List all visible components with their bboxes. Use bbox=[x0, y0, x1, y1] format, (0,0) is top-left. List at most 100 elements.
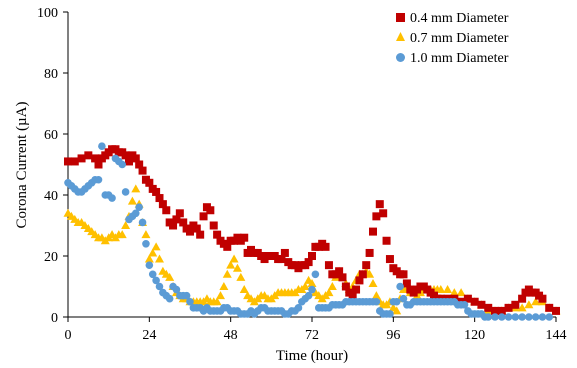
data-point-triangle bbox=[531, 297, 541, 306]
data-point-triangle bbox=[219, 282, 229, 290]
x-tick-label: 24 bbox=[142, 328, 156, 343]
data-point-circle bbox=[182, 291, 191, 300]
data-points bbox=[63, 142, 561, 321]
data-point-square bbox=[213, 230, 222, 239]
data-point-triangle bbox=[327, 282, 337, 290]
data-point-square bbox=[277, 255, 286, 264]
data-point-square bbox=[348, 291, 357, 300]
data-point-square bbox=[152, 187, 161, 196]
legend-item-0p4mm: 0.4 mm Diameter bbox=[396, 11, 509, 26]
data-point-triangle bbox=[131, 184, 141, 193]
data-point-triangle bbox=[226, 260, 236, 269]
data-point-square bbox=[196, 230, 205, 239]
y-tick-label: 100 bbox=[37, 6, 58, 21]
data-point-triangle bbox=[155, 254, 164, 263]
data-point-square bbox=[552, 306, 560, 315]
data-point-square bbox=[209, 221, 218, 230]
data-point-square bbox=[545, 303, 554, 312]
data-point-circle bbox=[497, 313, 506, 321]
data-point-triangle bbox=[443, 285, 453, 294]
data-point-circle bbox=[538, 313, 547, 321]
data-point-circle bbox=[108, 194, 116, 202]
data-point-square bbox=[375, 200, 384, 209]
data-point-circle bbox=[121, 188, 130, 196]
data-point-square bbox=[477, 300, 486, 309]
data-point-square bbox=[399, 270, 408, 279]
data-point-square bbox=[94, 160, 103, 169]
data-point-square bbox=[121, 151, 130, 160]
data-point-square bbox=[240, 233, 249, 242]
data-point-triangle bbox=[456, 288, 466, 297]
data-point-triangle bbox=[365, 269, 375, 278]
data-point-square bbox=[491, 306, 499, 315]
x-tick-label: 144 bbox=[546, 328, 567, 343]
data-point-triangle bbox=[232, 263, 242, 272]
data-point-circle bbox=[138, 218, 147, 227]
data-point-square bbox=[484, 303, 493, 312]
legend-triangle-marker bbox=[396, 32, 405, 41]
data-point-circle bbox=[484, 313, 493, 321]
data-point-circle bbox=[131, 209, 140, 218]
data-point-circle bbox=[294, 304, 303, 312]
data-point-square bbox=[321, 242, 330, 251]
data-point-triangle bbox=[212, 297, 222, 306]
data-point-square bbox=[352, 285, 361, 294]
data-point-square bbox=[372, 212, 381, 221]
data-point-square bbox=[172, 215, 181, 224]
y-tick-label: 20 bbox=[44, 250, 58, 265]
data-point-square bbox=[145, 178, 154, 187]
data-point-triangle bbox=[144, 254, 154, 263]
data-point-circle bbox=[518, 313, 526, 321]
series-circle-points bbox=[64, 142, 554, 321]
data-point-triangle bbox=[524, 300, 534, 309]
data-point-square bbox=[64, 157, 72, 166]
data-point-square bbox=[84, 151, 93, 160]
data-point-square bbox=[365, 248, 374, 257]
data-point-circle bbox=[399, 294, 408, 303]
data-point-circle bbox=[372, 297, 381, 306]
data-point-square bbox=[131, 154, 140, 163]
legend-item-1p0mm: 1.0 mm Diameter bbox=[396, 51, 509, 66]
data-point-circle bbox=[308, 285, 316, 294]
data-point-square bbox=[280, 248, 289, 257]
data-point-circle bbox=[460, 301, 469, 309]
data-point-triangle bbox=[117, 230, 127, 239]
x-tick-label: 96 bbox=[386, 328, 400, 343]
data-point-triangle bbox=[236, 272, 246, 281]
data-point-triangle bbox=[368, 278, 378, 287]
data-point-circle bbox=[186, 297, 194, 306]
data-point-square bbox=[70, 157, 79, 166]
data-point-square bbox=[192, 224, 201, 233]
data-point-circle bbox=[545, 313, 554, 321]
data-point-triangle bbox=[324, 288, 334, 297]
data-point-triangle bbox=[141, 230, 151, 239]
data-point-circle bbox=[165, 294, 174, 303]
data-point-square bbox=[77, 154, 86, 163]
data-point-square bbox=[179, 218, 188, 227]
data-point-square bbox=[162, 206, 171, 215]
x-tick-label: 120 bbox=[464, 328, 485, 343]
data-point-circle bbox=[98, 142, 106, 150]
y-tick-label: 40 bbox=[44, 189, 58, 204]
data-point-triangle bbox=[307, 278, 317, 287]
data-point-triangle bbox=[371, 291, 381, 300]
x-tick-label: 0 bbox=[65, 328, 72, 343]
data-point-triangle bbox=[449, 288, 459, 297]
data-point-circle bbox=[142, 240, 150, 248]
legend-label-0p7mm: 0.7 mm Diameter bbox=[410, 31, 509, 46]
data-point-triangle bbox=[222, 269, 232, 278]
data-point-triangle bbox=[148, 248, 158, 257]
data-point-square bbox=[402, 279, 411, 288]
data-point-square bbox=[135, 160, 144, 169]
data-point-square bbox=[158, 200, 167, 209]
plot-area: 0 20 40 60 80 100 0 24 48 72 96 120 144 bbox=[37, 6, 567, 343]
data-point-square bbox=[538, 294, 547, 303]
data-point-square bbox=[497, 306, 506, 315]
data-point-square bbox=[369, 227, 377, 236]
data-point-triangle bbox=[165, 272, 175, 281]
data-point-square bbox=[382, 236, 391, 245]
data-point-triangle bbox=[229, 254, 239, 263]
data-point-square bbox=[223, 242, 232, 251]
y-tick-label: 80 bbox=[44, 67, 58, 82]
data-point-circle bbox=[311, 270, 320, 279]
